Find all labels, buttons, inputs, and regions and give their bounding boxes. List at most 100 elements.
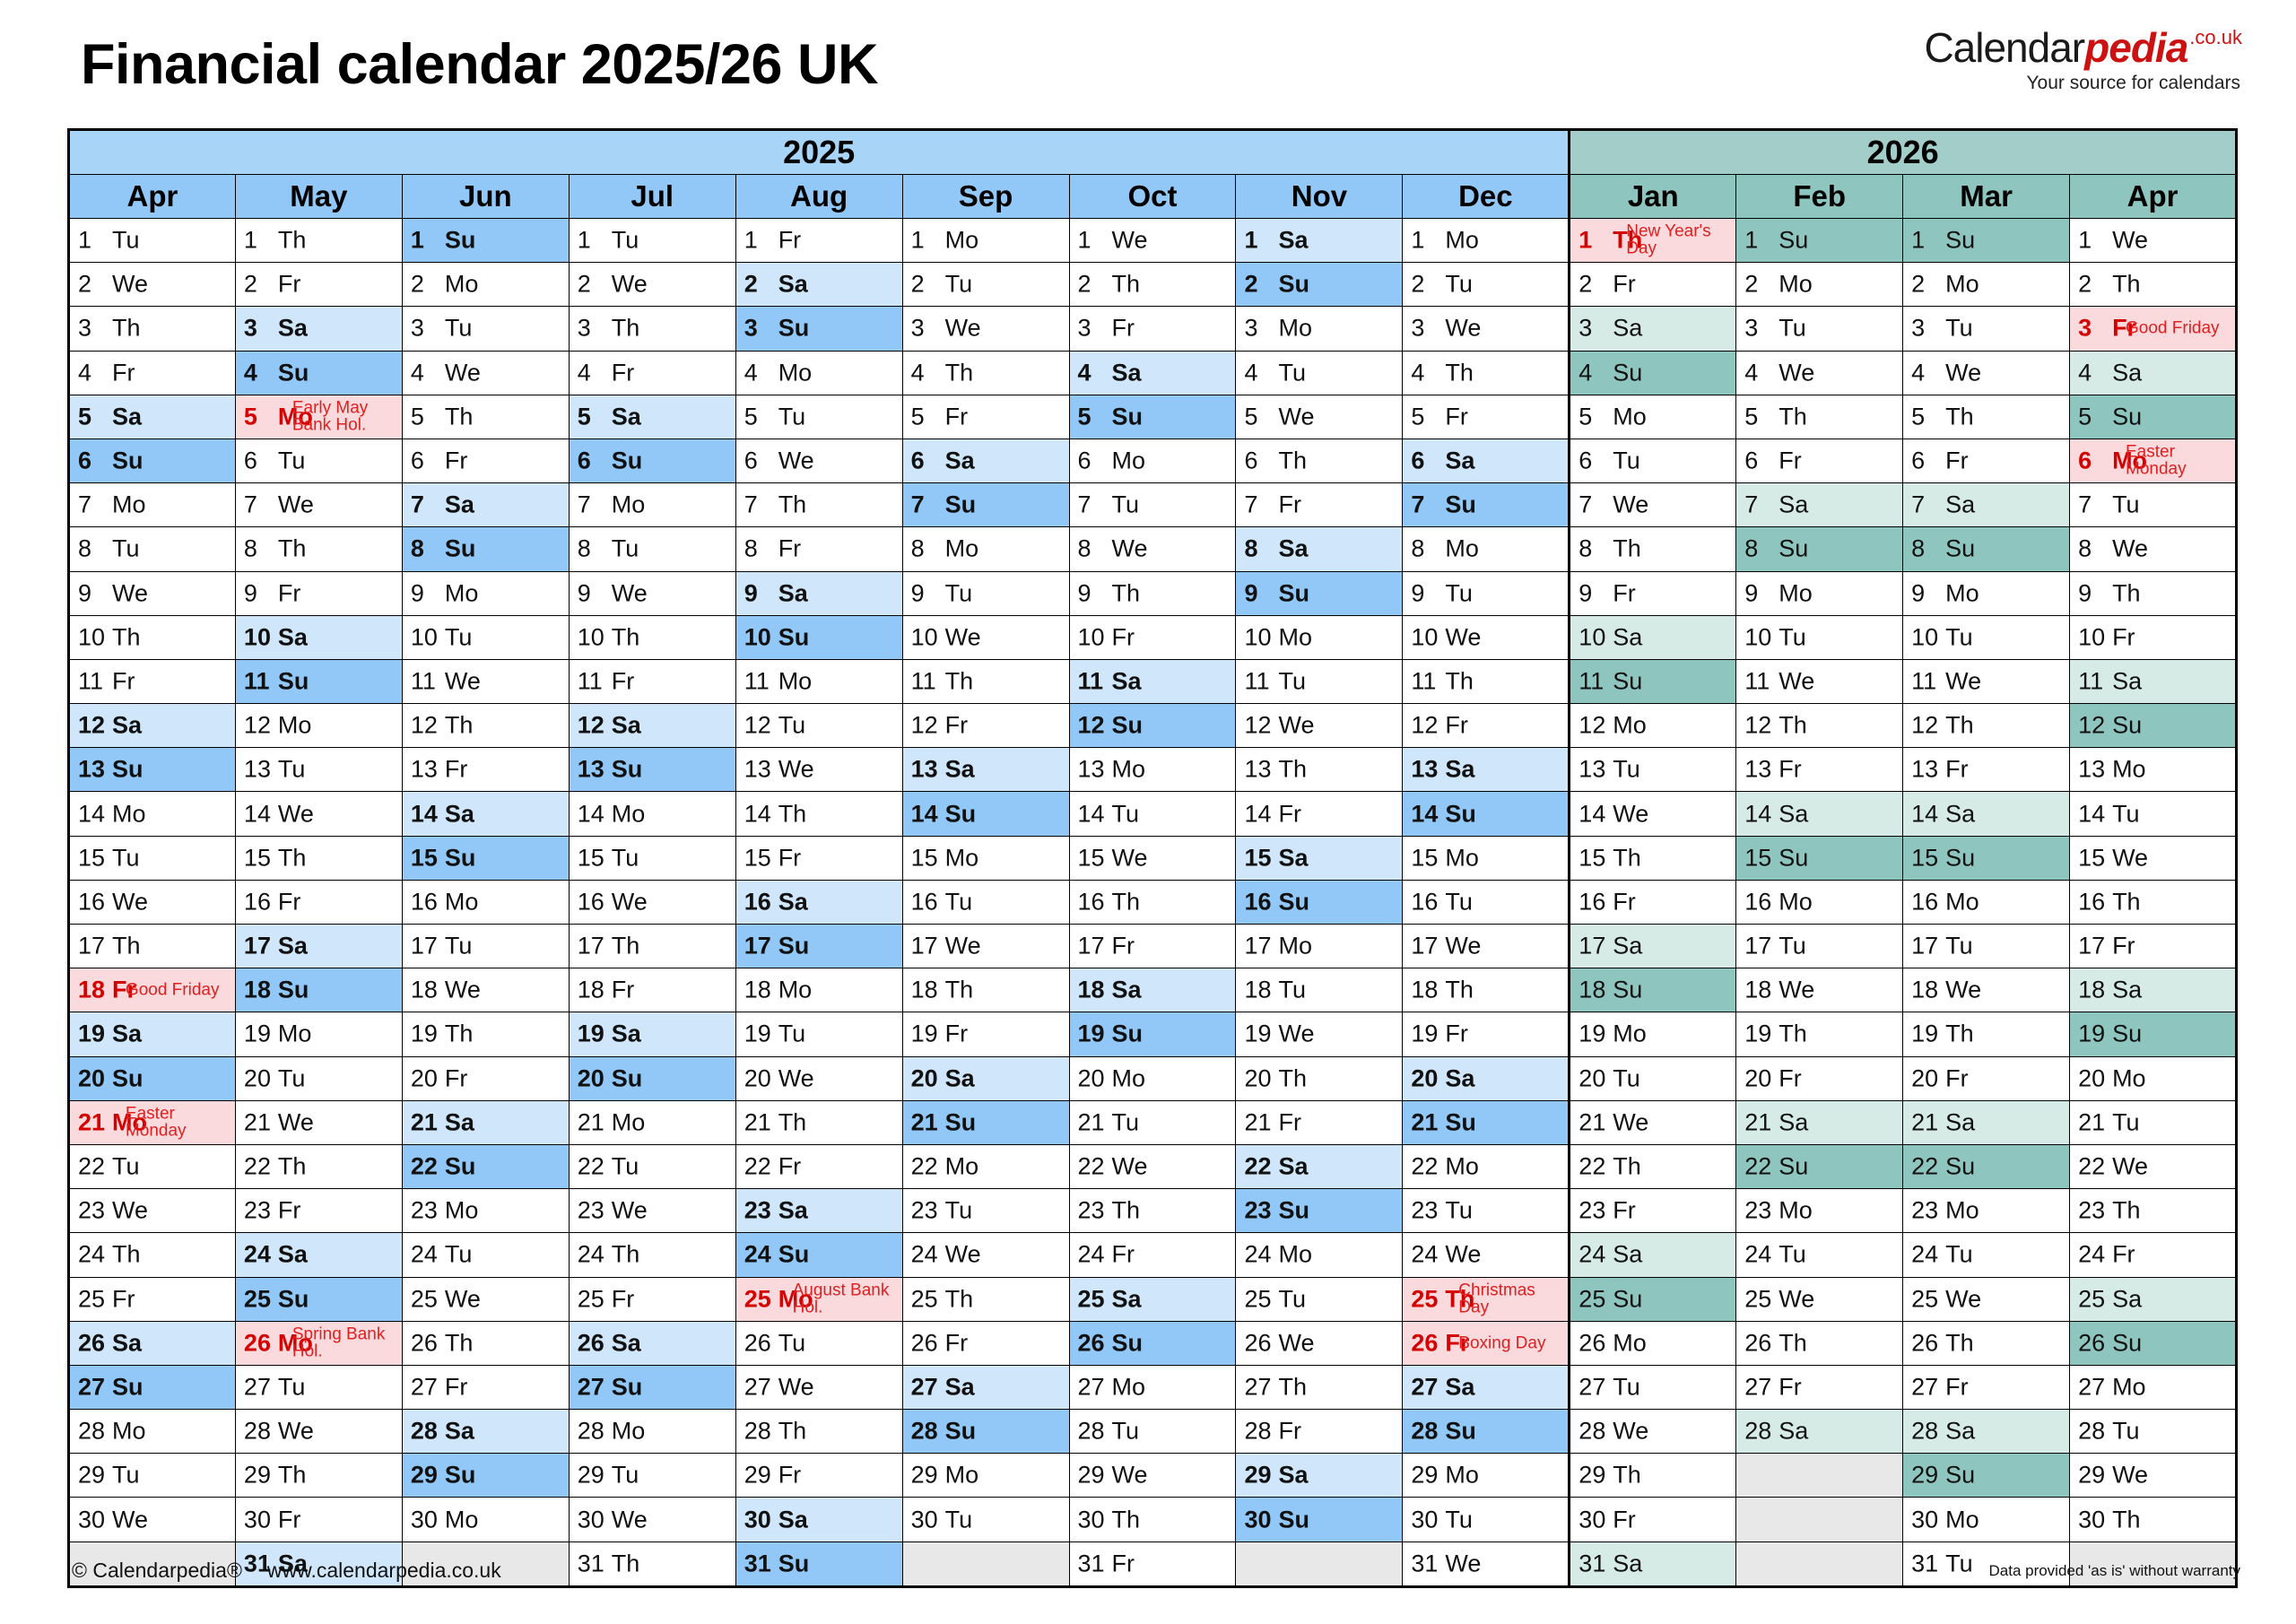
day-cell[interactable]: 30 Mo [401,1497,570,1542]
day-cell[interactable]: 29 Fr [735,1453,903,1498]
day-cell[interactable]: 12 Mo [234,703,403,749]
day-cell[interactable]: 5 Mo [1568,394,1737,439]
day-cell[interactable]: 25 Th [901,1276,1070,1322]
day-cell[interactable]: 10 We [901,614,1070,660]
day-cell[interactable]: 22 Mo [1402,1143,1570,1190]
day-cell[interactable]: 18 Th [1402,968,1570,1013]
day-cell[interactable]: 9 Th [2069,570,2237,616]
day-cell[interactable]: 2 Fr [1568,262,1737,308]
day-cell[interactable]: 17 We [1402,923,1570,969]
day-cell[interactable]: 23 Mo [401,1188,570,1234]
day-cell[interactable]: 10 Su [735,614,903,660]
day-cell[interactable]: 5 We [1235,394,1404,439]
day-cell[interactable]: 2 Mo [1735,262,1904,308]
day-cell[interactable]: 1 Su [1735,217,1904,264]
day-cell[interactable]: 30 We [68,1497,236,1542]
day-cell[interactable]: 26 Th [1735,1320,1904,1366]
day-cell[interactable]: 24 Fr [2069,1232,2237,1278]
day-cell[interactable]: 26 Sa [68,1320,236,1366]
day-cell[interactable]: 3 Sa [1568,306,1737,352]
day-cell[interactable]: 4 Sa [2069,350,2237,395]
day-cell[interactable]: 21 Su [1402,1099,1570,1145]
month-header-jun-2025[interactable]: Jun [401,174,570,219]
day-cell[interactable]: 21 Fr [1235,1099,1404,1145]
day-cell[interactable]: 12 Th [1735,703,1904,749]
day-cell[interactable]: 15 Th [234,835,403,881]
day-cell[interactable]: 13 Mo [2069,747,2237,793]
day-cell[interactable]: 4 Mo [735,350,903,395]
day-cell[interactable]: 13 Th [1235,747,1404,793]
day-cell[interactable]: 9 Sa [735,570,903,616]
day-cell[interactable]: 26 We [1235,1320,1404,1366]
day-cell[interactable]: 16 Mo [1735,879,1904,925]
day-cell[interactable]: 8 Mo [901,526,1070,572]
day-cell[interactable]: 30 Th [2069,1497,2237,1542]
day-cell[interactable]: 1 We [2069,217,2237,264]
month-header-dec-2025[interactable]: Dec [1402,174,1570,219]
day-cell[interactable]: 29 Th [1568,1453,1737,1498]
day-cell[interactable]: 3 Mo [1235,306,1404,352]
day-cell[interactable]: 4 We [1735,350,1904,395]
day-cell[interactable]: 15 Fr [735,835,903,881]
day-cell[interactable]: 6 Tu [1568,438,1737,484]
day-cell[interactable]: 8 Su [1735,526,1904,572]
day-cell[interactable]: 17 Su [735,923,903,969]
day-cell[interactable]: 20 We [735,1055,903,1101]
day-cell[interactable]: 29 Th [234,1453,403,1498]
day-cell[interactable]: 22 Su [401,1143,570,1190]
day-cell[interactable]: 31 Th [568,1541,736,1587]
day-cell[interactable]: 19 Fr [1402,1012,1570,1057]
day-cell[interactable]: 8 Tu [68,526,236,572]
day-cell[interactable]: 10 Mo [1235,614,1404,660]
day-cell[interactable]: 8 Th [234,526,403,572]
day-cell[interactable]: 28 Th [735,1409,903,1455]
day-cell[interactable]: 26 Fr Boxing Day [1402,1320,1570,1366]
footer-website[interactable]: www.calendarpedia.co.uk [266,1559,501,1582]
day-cell[interactable]: 6 Fr [1902,438,2071,484]
day-cell[interactable]: 16 We [68,879,236,925]
day-cell[interactable]: 23 Fr [234,1188,403,1234]
day-cell[interactable]: 22 Tu [568,1143,736,1190]
day-cell[interactable]: 12 Mo [1568,703,1737,749]
day-cell[interactable]: 20 Mo [1068,1055,1237,1101]
day-cell[interactable]: 28 Tu [2069,1409,2237,1455]
day-cell[interactable]: 27 Mo [1068,1364,1237,1411]
day-cell[interactable]: 26 Th [401,1320,570,1366]
day-cell[interactable]: 10 Sa [1568,614,1737,660]
day-cell[interactable]: 26 Tu [735,1320,903,1366]
day-cell[interactable]: 18 Th [901,968,1070,1013]
day-cell[interactable]: 2 We [568,262,736,308]
day-cell[interactable]: 8 Sa [1235,526,1404,572]
day-cell[interactable]: 12 Fr [1402,703,1570,749]
day-cell[interactable]: 23 Su [1235,1188,1404,1234]
day-cell[interactable]: 27 Sa [901,1364,1070,1411]
day-cell[interactable]: 15 Mo [901,835,1070,881]
day-cell[interactable]: 24 Fr [1068,1232,1237,1278]
day-cell[interactable]: 15 Tu [568,835,736,881]
day-cell[interactable]: 24 Su [735,1232,903,1278]
day-cell[interactable]: 28 Sa [1902,1409,2071,1455]
day-cell[interactable]: 18 Sa [1068,968,1237,1013]
day-cell[interactable]: 7 Sa [401,482,570,528]
day-cell[interactable]: 16 Fr [234,879,403,925]
day-cell[interactable]: 10 Sa [234,614,403,660]
day-cell[interactable]: 5 Th [1902,394,2071,439]
day-cell[interactable]: 16 Th [2069,879,2237,925]
day-cell[interactable]: 22 Su [1735,1143,1904,1190]
day-cell[interactable]: 14 We [234,791,403,837]
day-cell[interactable]: 8 Th [1568,526,1737,572]
month-header-jul-2025[interactable]: Jul [568,174,736,219]
day-cell[interactable]: 27 Sa [1402,1364,1570,1411]
day-cell[interactable]: 17 Sa [1568,923,1737,969]
day-cell[interactable]: 13 Tu [234,747,403,793]
day-cell[interactable]: 8 We [2069,526,2237,572]
day-cell[interactable]: 28 We [234,1409,403,1455]
day-cell[interactable]: 15 Tu [68,835,236,881]
day-cell[interactable]: 8 Su [401,526,570,572]
day-cell[interactable]: 27 Fr [1902,1364,2071,1411]
day-cell[interactable]: 12 Fr [901,703,1070,749]
day-cell[interactable]: 23 Th [2069,1188,2237,1234]
day-cell[interactable]: 11 Th [1402,658,1570,705]
day-cell[interactable]: 25 Tu [1235,1276,1404,1322]
day-cell[interactable]: 17 Tu [1735,923,1904,969]
